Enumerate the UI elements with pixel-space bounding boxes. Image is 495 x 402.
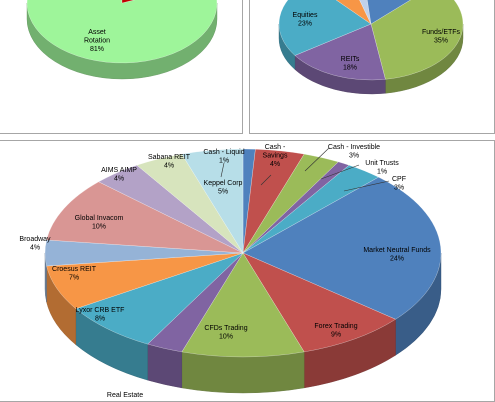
slice-name-label: Funds/ETFs — [422, 29, 461, 36]
slice-value-label: 3% — [394, 185, 404, 192]
pie-slice-equities — [278, 0, 372, 56]
pie-slice-funds-etfs — [370, 0, 464, 80]
pie-slice-forex-trading — [242, 252, 397, 353]
pie-top — [278, 0, 464, 81]
slice-label-aims-aimp: AIMS AIMP 4% — [101, 167, 137, 183]
leader-line-cash-savings — [260, 174, 272, 186]
leader-line-cash-liquid — [220, 162, 225, 178]
slice-label-broadway: Broadway 4% — [19, 236, 51, 252]
slice-name-label: REITs — [341, 56, 360, 63]
leader-line-cash-investible — [304, 147, 330, 172]
slice-label-cash-investible: Cash - Investible 3% — [328, 144, 380, 160]
slice-label-cfds-trading: CFDs Trading 10% — [204, 325, 247, 341]
slice-value-label: 35% — [434, 38, 448, 45]
slice-value-label: 18% — [343, 65, 357, 72]
pie-slice-asset-rotation — [26, 0, 218, 64]
slice-label-market-neutral-funds: Market Neutral Funds 24% — [363, 247, 431, 263]
slice-label-cash-savings: Cash - Savings 4% — [263, 144, 288, 168]
slice-value-label: 5% — [218, 189, 228, 196]
asset-class-pie-chart: Funds/ETFs 35% REITs 18% Equities 23% — [278, 0, 464, 95]
slice-name-label: Cash - Liquid — [203, 149, 244, 156]
slice-label-keppel-corp: Keppel Corp 5% — [204, 180, 243, 196]
pie-slice-global-invacom — [46, 181, 244, 254]
leader-line-unit-trusts — [320, 164, 360, 180]
slice-label-reits: REITs 18% — [341, 56, 360, 72]
pie-slice-lyxor-crb-etf — [75, 252, 244, 345]
pie-slice-market-neutral-funds — [242, 176, 442, 320]
slice-label-unit-trusts: Unit Trusts 1% — [365, 160, 399, 176]
slice-value-label: 4% — [114, 176, 124, 183]
slice-value-label: 1% — [219, 158, 229, 165]
slice-value-label: 4% — [164, 163, 174, 170]
slice-name-label-part: Savings — [263, 153, 288, 160]
holdings-pie-chart: Cash - Liquid 1%Cash -Savings 4%Cash - Inv… — [19, 144, 442, 399]
slice-name-label: AIMS AIMP — [101, 167, 137, 174]
slice-label-equities: Equities 23% — [293, 12, 318, 28]
slice-name-label: Unit Trusts — [365, 160, 399, 167]
slice-value-label: 8% — [95, 316, 105, 323]
pie-slice-keppel-corp — [181, 148, 244, 254]
slice-name-label: Forex Trading — [314, 323, 357, 330]
slice-value-label: 1% — [377, 169, 387, 176]
slice-value-label: 4% — [270, 161, 280, 168]
pie-top — [26, 0, 218, 64]
pie-slice-unlabeled-5 — [367, 0, 411, 25]
slice-name-label: Lyxor CRB ETF — [76, 307, 125, 314]
slice-name-label: Market Neutral Funds — [363, 247, 431, 254]
pie-slice-reits — [294, 23, 386, 81]
slice-value-label: 24% — [390, 256, 404, 263]
asset-class-pie-panel: Funds/ETFs 35% REITs 18% Equities 23% — [249, 0, 495, 134]
slice-value-label: 9% — [331, 332, 341, 339]
pie-sides — [44, 252, 442, 394]
pie-slice-side-cfds-trading — [181, 351, 305, 394]
slice-label-asset-rotation: Asset Rotation 81% — [84, 29, 110, 53]
pie-slice-unlabeled-1 — [121, 0, 136, 4]
leader-line-cpf — [343, 180, 390, 192]
slice-name-label: Real Estate — [107, 392, 143, 399]
slice-label-cpf: CPF 3% — [392, 176, 406, 192]
slice-label-croesus-reit: Croesus REIT 7% — [52, 266, 97, 282]
pie-top — [44, 148, 442, 358]
slice-name-label: Global Invacom — [75, 215, 124, 222]
slice-value-label: 23% — [298, 21, 312, 28]
slice-label-lyxor-crb-etf: Lyxor CRB ETF 8% — [76, 307, 125, 323]
slice-label-sabana-reit: Sabana REIT 4% — [148, 154, 191, 170]
pie-labels: Cash - Liquid 1%Cash -Savings 4%Cash - Inv… — [19, 144, 431, 399]
slice-name-label: Keppel Corp — [204, 180, 243, 187]
slice-value-label: 10% — [92, 224, 106, 231]
slice-name-label: Equities — [293, 12, 318, 19]
slice-value-label: 3% — [349, 153, 359, 160]
slice-label-forex-trading: Forex Trading 9% — [314, 323, 357, 339]
pie-labels: Asset Rotation 81% — [84, 29, 110, 53]
slice-name-label: Cash - Investible — [328, 144, 380, 151]
slice-name-label: Broadway — [19, 236, 51, 243]
slice-name-label: CPF — [392, 176, 406, 183]
slice-value-label: 7% — [69, 275, 79, 282]
slice-label-real-estate: Real Estate — [107, 392, 143, 399]
slice-name-label-part: Asset — [88, 29, 106, 36]
slice-value-label: 4% — [30, 245, 40, 252]
slice-label-funds-etfs: Funds/ETFs 35% — [422, 29, 461, 45]
slice-name-label: Sabana REIT — [148, 154, 191, 161]
slice-label-global-invacom: Global Invacom 10% — [75, 215, 124, 231]
slice-value-label: 10% — [219, 334, 233, 341]
slice-value-label: 81% — [90, 46, 104, 53]
slice-name-label-part: Rotation — [84, 38, 110, 45]
holdings-pie-panel: Cash - Liquid 1% Cash -Savings 4% Cash - Inv… — [0, 140, 495, 402]
pie-slice-cfds-trading — [181, 252, 305, 358]
asset-rotation-pie-panel: Asset Rotation 81% — [0, 0, 243, 134]
slice-label-cash-liquid: Cash - Liquid 1% — [203, 149, 244, 165]
asset-rotation-pie-chart: Asset Rotation 81% — [26, 0, 218, 80]
slice-name-label: CFDs Trading — [204, 325, 247, 332]
pie-labels: Funds/ETFs 35% REITs 18% Equities 23% — [293, 12, 461, 72]
slice-name-label-part: Cash - — [265, 144, 286, 151]
slice-name-label: Croesus REIT — [52, 266, 97, 273]
